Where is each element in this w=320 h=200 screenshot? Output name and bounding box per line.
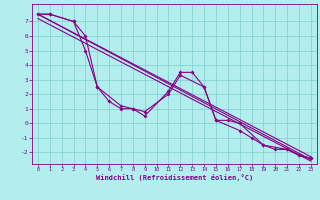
X-axis label: Windchill (Refroidissement éolien,°C): Windchill (Refroidissement éolien,°C) <box>96 174 253 181</box>
